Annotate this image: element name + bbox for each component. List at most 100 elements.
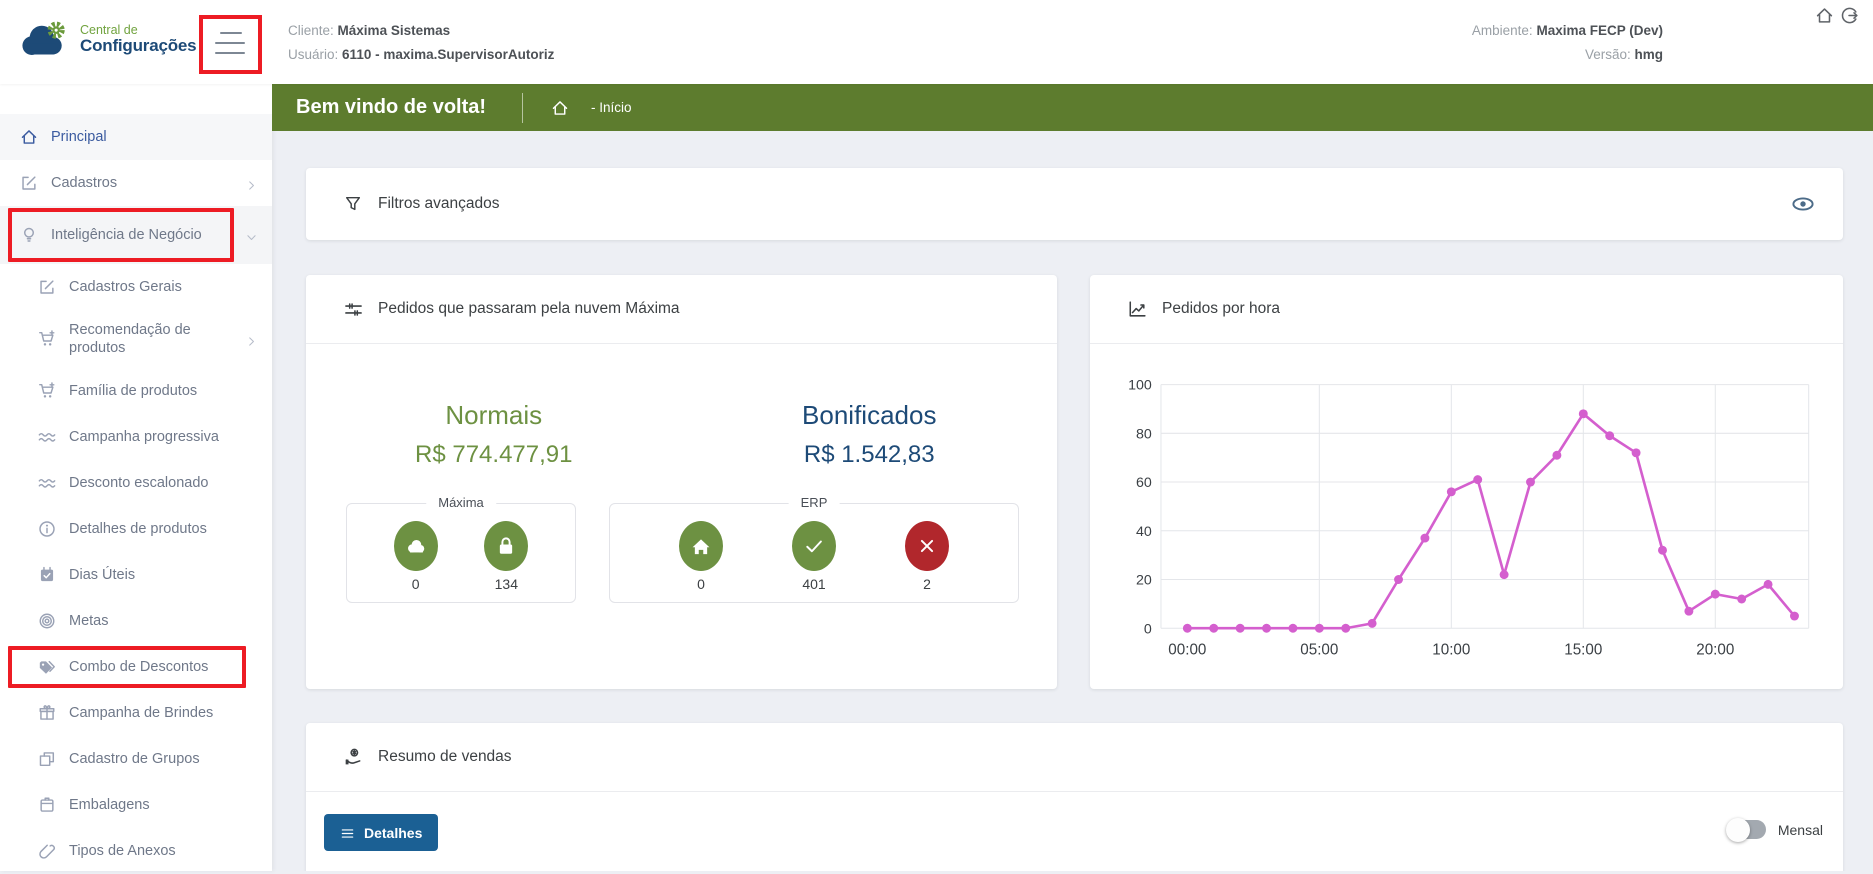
menu-toggle-button[interactable] xyxy=(213,28,249,58)
sidebar-item-dias-uteis[interactable]: Dias Úteis xyxy=(0,552,272,598)
sidebar-item-tipos-de-anexos[interactable]: Tipos de Anexos xyxy=(0,828,272,874)
sidebar-item-label: Campanha de Brindes xyxy=(69,704,214,721)
monthly-toggle[interactable] xyxy=(1725,817,1766,842)
cart-icon xyxy=(38,330,56,348)
environment-label: Ambiente: xyxy=(1471,22,1533,38)
brand-line2: Configurações xyxy=(80,35,197,55)
calendar-icon xyxy=(38,566,56,584)
normals-label: Normais xyxy=(445,400,543,430)
stat-house: 0 xyxy=(679,520,723,592)
sidebar-item-cadastros[interactable]: Cadastros xyxy=(0,160,272,206)
cart-icon xyxy=(38,382,56,400)
tag-icon xyxy=(38,658,56,676)
brand-line1: Central de xyxy=(80,22,138,37)
toggle-knob xyxy=(1725,817,1750,842)
paperclip-icon xyxy=(38,842,56,860)
client-label: Cliente: xyxy=(288,22,334,38)
annotation-box-menu xyxy=(199,15,262,74)
details-button-label: Detalhes xyxy=(364,824,423,841)
sidebar-item-label: Recomendação de produtos xyxy=(69,321,191,356)
svg-text:15:00: 15:00 xyxy=(1564,642,1602,659)
session-info: Cliente: Máxima Sistemas Usuário: 6110 -… xyxy=(288,0,1663,84)
sidebar-item-label: Dias Úteis xyxy=(69,566,136,583)
svg-text:80: 80 xyxy=(1136,426,1152,442)
sidebar-item-combo-de-descontos[interactable]: Combo de Descontos xyxy=(0,644,272,690)
svg-text:20:00: 20:00 xyxy=(1696,642,1734,659)
advanced-filters-title: Filtros avançados xyxy=(378,195,500,212)
client-info: Cliente: Máxima Sistemas xyxy=(288,23,554,38)
logout-icon[interactable] xyxy=(1840,6,1859,25)
app-header: Central de Configurações Cliente: Máxima… xyxy=(0,0,1873,84)
money-hand-icon xyxy=(344,748,363,767)
eye-icon[interactable] xyxy=(1791,192,1815,216)
monthly-toggle-label: Mensal xyxy=(1777,821,1823,838)
stat-group-legend: ERP xyxy=(788,495,840,510)
waves-icon xyxy=(38,474,56,492)
sidebar-item-label: Embalagens xyxy=(69,796,150,813)
box-icon xyxy=(38,796,56,814)
chevron-right-icon xyxy=(245,333,258,346)
svg-text:05:00: 05:00 xyxy=(1300,642,1338,659)
sliders-icon xyxy=(344,300,363,319)
app-logo: Central de Configurações xyxy=(18,18,197,60)
chevron-right-icon xyxy=(245,177,258,190)
stat-lock: 134 xyxy=(484,520,529,592)
sidebar-item-familia-de-produtos[interactable]: Família de produtos xyxy=(0,368,272,414)
svg-text:20: 20 xyxy=(1136,573,1152,589)
sidebar-item-principal[interactable]: Principal xyxy=(0,114,272,160)
sidebar-item-label: Cadastros Gerais xyxy=(69,278,182,295)
line-chart-icon xyxy=(1128,300,1147,319)
stat-count: 0 xyxy=(411,575,420,592)
main-content: Filtros avançados Pedidos que passaram p… xyxy=(272,131,1873,871)
sidebar-nav: Principal Cadastros Inteligência de Negóci… xyxy=(0,84,272,871)
sidebar-item-cadastros-gerais[interactable]: Cadastros Gerais xyxy=(0,264,272,310)
svg-text:00:00: 00:00 xyxy=(1168,642,1206,659)
orders-card-title: Pedidos que passaram pela nuvem Máxima xyxy=(378,300,680,317)
sidebar-item-label: Detalhes de produtos xyxy=(69,520,207,537)
sidebar-item-detalhes-de-produtos[interactable]: Detalhes de produtos xyxy=(0,506,272,552)
user-info: Usuário: 6110 - maxima.SupervisorAutoriz xyxy=(288,47,554,62)
sidebar-item-campanha-progressiva[interactable]: Campanha progressiva xyxy=(0,414,272,460)
divider xyxy=(1090,343,1843,344)
funnel-icon xyxy=(344,195,362,213)
sidebar-item-recomendacao-de-produtos[interactable]: Recomendação de produtos xyxy=(0,310,272,368)
sidebar-item-desconto-escalonado[interactable]: Desconto escalonado xyxy=(0,460,272,506)
details-button[interactable]: Detalhes xyxy=(324,814,439,851)
home-icon[interactable] xyxy=(1815,6,1834,25)
target-icon xyxy=(38,612,56,630)
sidebar-item-label: Tipos de Anexos xyxy=(69,842,176,859)
breadcrumb-home-icon[interactable] xyxy=(551,99,569,117)
sidebar-item-campanha-de-brindes[interactable]: Campanha de Brindes xyxy=(0,690,272,736)
lock-icon xyxy=(484,520,529,571)
sidebar-item-label: Metas xyxy=(69,612,109,629)
sidebar-item-metas[interactable]: Metas xyxy=(0,598,272,644)
cloud-gear-logo-icon xyxy=(22,21,65,56)
sales-summary-title: Resumo de vendas xyxy=(378,748,512,765)
sidebar-item-label: Inteligência de Negócio xyxy=(51,226,202,243)
version-value: hmg xyxy=(1634,46,1664,62)
svg-text:0: 0 xyxy=(1144,621,1152,637)
sidebar-item-cadastro-de-grupos[interactable]: Cadastro de Grupos xyxy=(0,736,272,782)
bonus-value: R$ 1.542,83 xyxy=(803,441,935,468)
breadcrumb: - Início xyxy=(591,100,632,115)
cloud-icon xyxy=(393,520,438,571)
sidebar-item-label: Combo de Descontos xyxy=(69,658,209,675)
xmark-icon xyxy=(905,520,949,571)
sidebar-item-embalagens[interactable]: Embalagens xyxy=(0,782,272,828)
gift-icon xyxy=(38,704,56,722)
sidebar-item-label: Cadastro de Grupos xyxy=(69,750,200,767)
client-value: Máxima Sistemas xyxy=(337,22,451,38)
environment-info: Ambiente: Maxima FECP (Dev) xyxy=(1472,23,1663,38)
sidebar-item-inteligencia-de-negocio[interactable]: Inteligência de Negócio xyxy=(0,206,272,264)
list-icon xyxy=(340,824,355,841)
svg-text:10:00: 10:00 xyxy=(1432,642,1470,659)
environment-value: Maxima FECP (Dev) xyxy=(1536,22,1663,38)
user-label: Usuário: xyxy=(288,46,339,62)
advanced-filters-panel[interactable]: Filtros avançados xyxy=(306,168,1843,240)
sidebar-item-label: Cadastros xyxy=(51,174,118,191)
stat-count: 401 xyxy=(802,575,826,592)
stat-count: 2 xyxy=(923,575,931,592)
stat-check: 401 xyxy=(792,520,836,592)
bonus-label: Bonificados xyxy=(802,400,937,430)
hamburger-menu-icon xyxy=(220,32,242,34)
